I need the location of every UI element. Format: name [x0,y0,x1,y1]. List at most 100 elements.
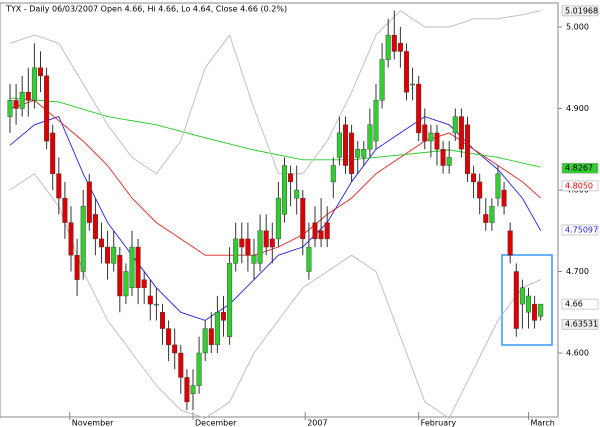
candle-body [532,303,538,321]
candle-body [300,197,306,240]
x-tick-label: 2007 [307,419,327,427]
candle-body [227,263,233,337]
candle-body [434,132,440,150]
candle-body [50,132,56,174]
candle-body [361,149,367,158]
candle-body [105,246,111,264]
candle-body [446,157,452,166]
candle-body [397,43,403,52]
candle-body [288,173,294,183]
candle-body [44,75,50,142]
candle-body [336,132,342,158]
x-tick-label: February [421,419,457,427]
candle-body [62,197,68,223]
candle-body [324,222,330,240]
candle-body [92,214,98,240]
y-tick-label: 4.600 [566,349,589,358]
candle-body [123,271,129,297]
price-label: 4.8267 [565,164,593,173]
candle-body [410,83,416,86]
candle-body [489,206,495,223]
price-label: 4.66 [565,300,583,309]
candle-body [379,59,385,101]
candle-body [239,238,245,248]
candle-body [525,295,531,313]
x-tick-label: November [72,419,114,427]
candle-body [172,344,178,354]
candle-body [464,124,470,174]
candle-body [74,254,80,280]
candle-body [507,230,513,256]
candle-body [25,91,31,101]
candle-body [13,100,19,109]
candle-body [477,181,483,199]
candle-body [385,34,391,60]
candle-body [38,67,44,77]
candle-body [281,165,287,215]
price-label-box [561,5,599,17]
price-label: 4.63531 [565,320,598,329]
candle-body [349,132,355,174]
y-tick-label: 4.900 [566,104,589,113]
candle-body [416,83,422,134]
price-label-box [561,318,599,330]
candle-body [111,246,117,264]
candle-body [214,312,220,346]
candle-body [355,149,361,158]
indicator-line [9,173,541,419]
candle-body [294,189,300,199]
candle-body [141,279,147,289]
candle-body [403,51,409,93]
candle-body [80,206,86,272]
candle-body [263,230,269,248]
candle-body [519,287,525,305]
candle-body [501,189,507,207]
candle-body [166,328,172,346]
candle-body [220,312,226,321]
candle-body [440,149,446,166]
candle-body [257,230,263,264]
x-tick-label: March [530,419,554,427]
candle-body [184,377,190,403]
chart-title: TYX - Daily 06/03/2007 Open 4.66, Hi 4.6… [5,5,287,14]
y-tick-label: 4.700 [566,267,589,276]
candle-body [318,230,324,240]
candle-body [153,303,159,306]
candle-body [233,238,239,264]
candle-body [31,67,37,101]
indicator-line [9,10,541,175]
candle-body [147,295,153,305]
price-label-box [561,180,599,192]
candle-body [306,246,312,272]
candle-body [422,124,428,142]
candle-body [269,238,275,248]
candle-body [56,173,62,199]
candle-body [196,352,202,386]
candle-body [391,34,397,52]
price-label: 4.75097 [565,225,598,234]
price-label-box [561,162,599,174]
candle-body [428,132,434,142]
candle-body [86,181,92,223]
candle-body [159,312,165,329]
candle-body [538,303,544,317]
candle-body [312,222,318,240]
highlight-box [501,254,553,346]
y-tick-label: 5.000 [566,22,589,31]
candle-body [342,124,348,166]
candle-body [208,328,214,346]
candle-body [452,116,458,134]
candle-body [129,246,135,289]
indicator-line [9,97,541,168]
candle-body [483,214,489,223]
candle-body [367,124,373,150]
candle-body [330,165,336,183]
candle-body [373,100,379,142]
price-label-box [561,298,599,310]
candle-body [471,173,477,183]
price-label-box [561,224,599,236]
price-label: 4.8050 [565,181,593,190]
candle-body [135,246,141,289]
candle-body [117,254,123,297]
